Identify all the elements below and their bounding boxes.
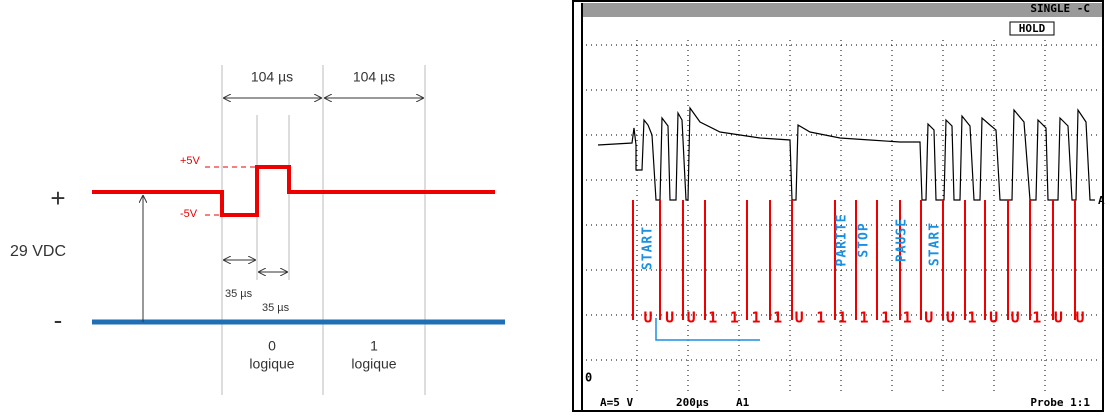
frame-label: START [928,222,943,266]
bit-value: U [924,309,933,327]
plus-sign: + [50,183,65,213]
bit-value: 1 [370,338,378,354]
bit-value: U [1075,309,1084,327]
bit-label: logique [249,356,294,372]
bit-value: 1 [708,309,717,327]
voltage-label: -5V [180,208,198,220]
bit-value: 1 [773,309,782,327]
bit-label: logique [351,356,396,372]
signal-line [92,167,495,215]
bit-value: 1 [751,309,760,327]
bit-value: 1 [816,309,825,327]
bit-value: U [946,309,955,327]
period-label: 104 µs [251,69,293,85]
bit-value: U [795,309,804,327]
bit-value: U [1011,309,1020,327]
bit-value: U [665,309,674,327]
oscilloscope-screen: SINGLE -C HOLD START PARITE STOP PAUSE START… [573,1,1105,411]
frame-label: PAUSE [895,218,910,262]
bit-value: U [1054,309,1063,327]
mode-label: SINGLE -C [1030,2,1090,15]
probe-label: Probe 1:1 [1030,396,1090,409]
bit-value: U [687,309,696,327]
timebase-label: 200µs [676,396,709,409]
bit-value: 1 [881,309,890,327]
bit-value: 1 [838,309,847,327]
bit-value: U [643,309,652,327]
ground-marker: 0 [585,371,592,385]
period-label: 104 µs [353,69,395,85]
pulse-label: 35 µs [225,288,253,300]
hold-label: HOLD [1019,22,1046,35]
channel-marker: A [1098,194,1105,207]
minus-sign: - [54,305,63,335]
bit-value: 1 [1032,309,1041,327]
bit-value: 1 [967,309,976,327]
bit-value: 1 [730,309,739,327]
scale-label: A=5 V [600,396,633,409]
frame-label: STOP [857,222,872,257]
page: 104 µs 104 µs +5V -5V + 29 VDC - 35 µs 3… [0,0,1110,412]
bit-value: 1 [859,309,868,327]
frame-label: PARITE [835,214,850,267]
voltage-label: +5V [180,155,201,167]
frame-label: START [641,226,656,270]
bit-value: 1 [903,309,912,327]
trigger-label: A1 [736,396,750,409]
pulse-label: 35 µs [262,302,290,314]
bit-value: 0 [268,338,276,354]
supply-label: 29 VDC [10,243,66,260]
timing-diagram: 104 µs 104 µs +5V -5V + 29 VDC - 35 µs 3… [10,65,505,395]
bit-value: U [989,309,998,327]
